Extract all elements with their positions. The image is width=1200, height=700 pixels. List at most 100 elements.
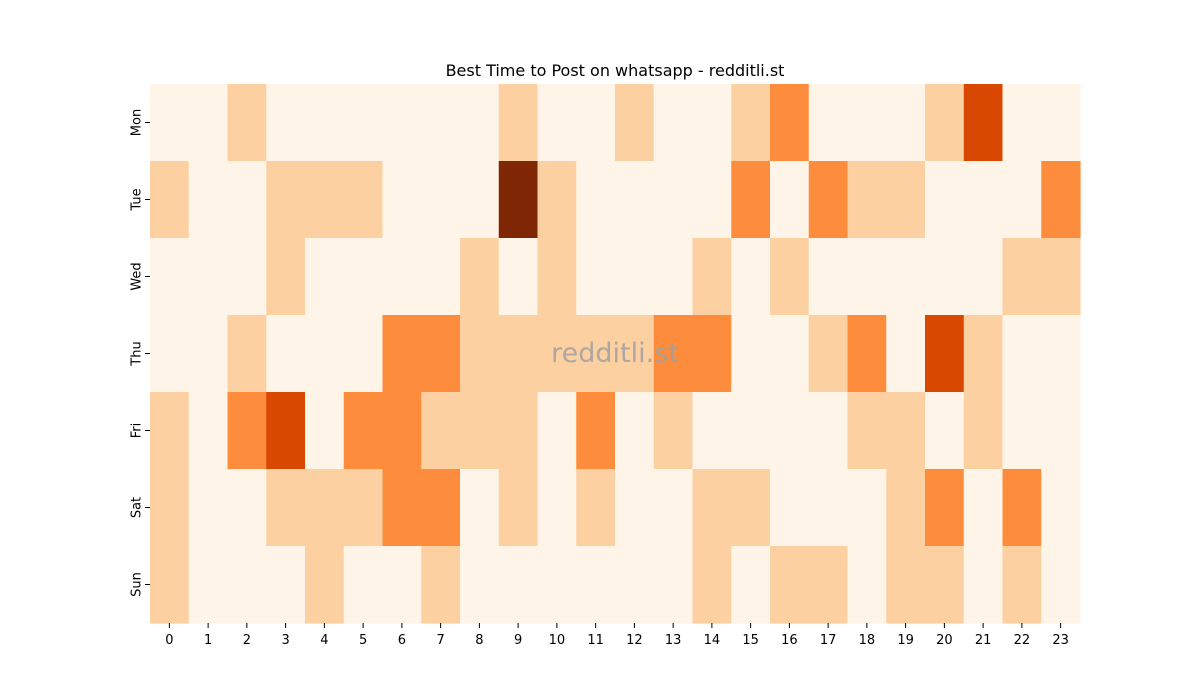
heatmap-cell-fri-12 — [615, 392, 655, 470]
heatmap-cell-thu-20 — [925, 315, 965, 393]
heatmap-cell-sun-10 — [537, 546, 577, 624]
x-tick-label: 8 — [475, 633, 483, 648]
heatmap-cell-fri-6 — [382, 392, 422, 470]
x-tick-label: 21 — [975, 633, 992, 648]
heatmap-cell-thu-15 — [731, 315, 771, 393]
heatmap-cell-thu-21 — [963, 315, 1004, 393]
x-tick-label: 18 — [859, 633, 876, 648]
heatmap-cell-thu-1 — [188, 315, 229, 393]
heatmap-cell-tue-6 — [382, 161, 422, 239]
heatmap-cell-tue-17 — [808, 161, 849, 239]
heatmap-cells — [150, 84, 1081, 624]
heatmap-cell-wed-16 — [770, 238, 810, 316]
heatmap-cell-sun-7 — [421, 546, 461, 624]
heatmap-cell-mon-9 — [498, 84, 539, 162]
heatmap-cell-thu-23 — [1041, 315, 1081, 393]
heatmap-cell-thu-0 — [150, 315, 190, 393]
heatmap-cell-wed-21 — [963, 238, 1004, 316]
heatmap-cell-sun-0 — [150, 546, 190, 624]
heatmap-cell-tue-8 — [460, 161, 500, 239]
heatmap-cell-tue-21 — [963, 161, 1004, 239]
heatmap-cell-thu-5 — [343, 315, 384, 393]
heatmap-cell-mon-15 — [731, 84, 771, 162]
heatmap-cell-wed-19 — [886, 238, 926, 316]
heatmap-cell-mon-18 — [847, 84, 887, 162]
heatmap-cell-sun-4 — [305, 546, 345, 624]
heatmap-cell-mon-22 — [1002, 84, 1042, 162]
heatmap-cell-mon-13 — [653, 84, 694, 162]
heatmap-cell-wed-3 — [266, 238, 306, 316]
heatmap-cell-sat-9 — [498, 469, 539, 547]
heatmap-cell-sun-19 — [886, 546, 926, 624]
x-tick-label: 17 — [820, 633, 837, 648]
heatmap-cell-sat-5 — [343, 469, 384, 547]
heatmap-cell-tue-16 — [770, 161, 810, 239]
heatmap-cell-fri-23 — [1041, 392, 1081, 470]
y-tick-label: Wed — [130, 262, 145, 290]
heatmap-cell-tue-5 — [343, 161, 384, 239]
y-tick-label: Sat — [130, 497, 145, 518]
heatmap-cell-fri-14 — [692, 392, 732, 470]
heatmap-cell-fri-17 — [808, 392, 849, 470]
heatmap-cell-sat-17 — [808, 469, 849, 547]
heatmap-cell-sat-6 — [382, 469, 422, 547]
heatmap-cell-sun-5 — [343, 546, 384, 624]
heatmap-cell-fri-11 — [576, 392, 616, 470]
heatmap-cell-wed-20 — [925, 238, 965, 316]
y-axis: Mon Tue Wed Thu Fri Sat Sun — [130, 109, 150, 597]
heatmap-cell-sun-9 — [498, 546, 539, 624]
heatmap-cell-mon-4 — [305, 84, 345, 162]
heatmap-cell-mon-19 — [886, 84, 926, 162]
heatmap-cell-tue-9 — [498, 161, 539, 239]
x-tick-label: 1 — [204, 633, 212, 648]
heatmap-cell-sat-12 — [615, 469, 655, 547]
x-tick-label: 20 — [936, 633, 953, 648]
heatmap-cell-wed-11 — [576, 238, 616, 316]
heatmap-cell-tue-12 — [615, 161, 655, 239]
heatmap-cell-tue-11 — [576, 161, 616, 239]
heatmap-cell-tue-18 — [847, 161, 887, 239]
x-tick-label: 9 — [514, 633, 522, 648]
x-tick-label: 0 — [165, 633, 173, 648]
heatmap-cell-wed-1 — [188, 238, 229, 316]
x-tick-label: 4 — [320, 633, 328, 648]
heatmap-cell-wed-6 — [382, 238, 422, 316]
heatmap-cell-wed-22 — [1002, 238, 1042, 316]
heatmap-cell-fri-7 — [421, 392, 461, 470]
x-tick-label: 15 — [742, 633, 759, 648]
chart-title: Best Time to Post on whatsapp - redditli… — [446, 61, 785, 80]
heatmap-cell-wed-10 — [537, 238, 577, 316]
heatmap-cell-mon-21 — [963, 84, 1004, 162]
heatmap-cell-fri-15 — [731, 392, 771, 470]
heatmap-cell-tue-10 — [537, 161, 577, 239]
heatmap-cell-thu-2 — [227, 315, 267, 393]
heatmap-cell-tue-23 — [1041, 161, 1081, 239]
heatmap-cell-sun-16 — [770, 546, 810, 624]
heatmap-cell-fri-16 — [770, 392, 810, 470]
heatmap-cell-wed-0 — [150, 238, 190, 316]
heatmap-cell-mon-0 — [150, 84, 190, 162]
heatmap-cell-fri-1 — [188, 392, 229, 470]
heatmap-cell-wed-7 — [421, 238, 461, 316]
heatmap-cell-mon-16 — [770, 84, 810, 162]
heatmap-cell-fri-5 — [343, 392, 384, 470]
x-tick-label: 6 — [398, 633, 406, 648]
x-axis: 0 1 2 3 4 5 6 7 8 9 10 11 12 13 14 15 16 17 18 19 20 21 22 23 — [165, 623, 1069, 648]
heatmap-cell-sat-7 — [421, 469, 461, 547]
heatmap-cell-thu-13 — [653, 315, 694, 393]
heatmap-cell-mon-17 — [808, 84, 849, 162]
heatmap-cell-thu-4 — [305, 315, 345, 393]
heatmap-cell-sun-8 — [460, 546, 500, 624]
heatmap-cell-wed-23 — [1041, 238, 1081, 316]
heatmap-cell-wed-17 — [808, 238, 849, 316]
heatmap-cell-thu-22 — [1002, 315, 1042, 393]
heatmap-cell-mon-10 — [537, 84, 577, 162]
x-tick-label: 2 — [243, 633, 251, 648]
heatmap-cell-thu-6 — [382, 315, 422, 393]
heatmap-cell-sun-21 — [963, 546, 1004, 624]
heatmap-cell-mon-12 — [615, 84, 655, 162]
heatmap-cell-sun-3 — [266, 546, 306, 624]
heatmap-cell-mon-11 — [576, 84, 616, 162]
heatmap-cell-mon-1 — [188, 84, 229, 162]
heatmap-cell-sat-21 — [963, 469, 1004, 547]
